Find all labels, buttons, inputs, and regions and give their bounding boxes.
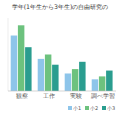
x-tick-label: 調べ学習	[91, 92, 115, 99]
bar	[18, 25, 24, 91]
bar	[106, 71, 112, 91]
bar	[99, 76, 105, 91]
legend-swatch	[102, 106, 106, 110]
bar	[92, 79, 98, 91]
legend-label: 小2	[90, 105, 98, 111]
bar	[25, 47, 31, 91]
legend-swatch	[85, 106, 89, 110]
bar	[52, 65, 58, 91]
x-tick-label: 観察	[16, 92, 28, 99]
title: 学年(1年生から3年生)の自由研究の	[12, 3, 109, 10]
legend-label: 小3	[107, 105, 115, 111]
bar	[38, 59, 44, 91]
y-axis-line	[8, 18, 9, 91]
bars	[11, 25, 113, 91]
x-axis-line	[8, 91, 116, 92]
bar	[45, 55, 51, 92]
bar	[11, 36, 17, 91]
bar	[65, 73, 71, 91]
legend-label: 小1	[73, 105, 81, 111]
bar	[72, 69, 78, 91]
legend-swatch	[68, 106, 72, 110]
bar	[79, 62, 85, 91]
chart: 学年(1年生から3年生)の自由研究の観察 工作 実験 調べ学習小1 小2 小3	[0, 0, 120, 120]
x-tick-label: 実験	[70, 92, 82, 99]
chart-root: 学年(1年生から3年生)の自由研究の観察 工作 実験 調べ学習小1 小2 小3	[0, 0, 120, 120]
x-tick-label: 工作	[43, 93, 55, 99]
